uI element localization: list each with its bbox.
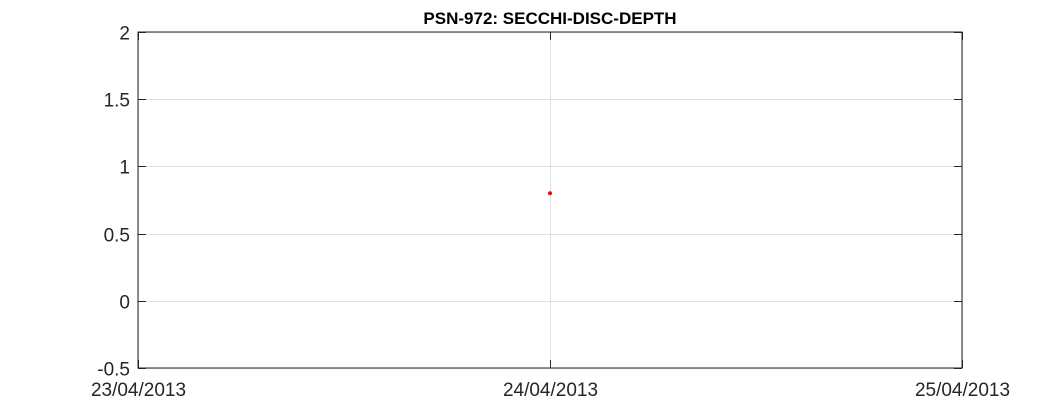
y-tick-label: 1.5 (104, 91, 130, 112)
data-point (548, 191, 552, 196)
y-tick-label: 2 (119, 24, 130, 45)
x-tick-label: 23/04/2013 (91, 380, 186, 401)
y-tick-label: 0.5 (104, 226, 130, 247)
y-tick-label: 1 (119, 158, 130, 179)
y-tick-label: -0.5 (97, 360, 130, 381)
tick-labels: -0.5 0 0.5 1 1.5 2 23/04/2013 24/04/2013 25/04/2… (91, 24, 1010, 402)
x-tick-label: 25/04/2013 (915, 380, 1010, 401)
chart-title: PSN-972: SECCHI-DISC-DEPTH (423, 9, 676, 28)
y-tick-label: 0 (119, 293, 130, 314)
x-tick-label: 24/04/2013 (503, 380, 598, 401)
plot-frame (137, 31, 963, 369)
data-points (548, 191, 552, 196)
